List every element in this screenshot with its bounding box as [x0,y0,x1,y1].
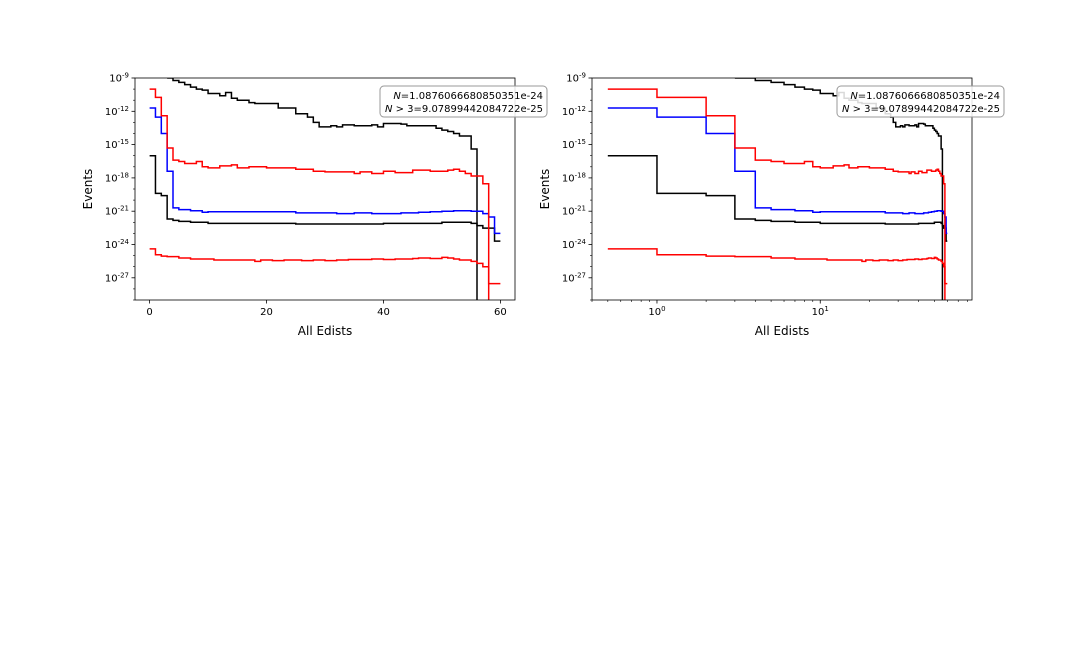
annotation-line-1: N=1.0876066680850351e-24 [850,91,1000,102]
x-tick-label: 100 [648,305,665,318]
x-axis-label: All Edists [298,324,352,338]
x-axis-label: All Edists [755,324,809,338]
y-tick-label: 10-21 [562,205,586,218]
left-linear-x-panel: 10-9 10-12 10-15 10-18 10-21 10-24 10-27 0 20 40 6… [81,72,548,338]
x-tick-label: 60 [494,307,507,318]
series-red-lower [607,248,948,285]
y-tick-label: 10-12 [562,105,586,118]
y-tick-label: 10-9 [109,72,129,85]
x-tick-label: 20 [260,307,273,318]
y-tick-label: 10-21 [105,205,129,218]
series-black-lower [149,154,501,242]
annotation-line-2: N > 3=9.07899442084722e-25 [385,104,543,115]
y-tick-label: 10-18 [562,171,586,184]
y-tick-label: 10-12 [105,105,129,118]
annotation-line-1: N=1.0876066680850351e-24 [393,91,543,102]
series-black-upper [167,78,478,300]
y-tick-label: 10-9 [566,72,586,85]
series-blue [149,107,501,235]
annotation-box [836,85,1005,118]
x-tick-label: 101 [812,305,829,318]
y-axis-label: Events [538,169,552,210]
y-tick-label: 10-15 [105,138,129,151]
series-red-upper [149,88,490,300]
series-black-lower [607,154,948,242]
y-tick-label: 10-18 [105,171,129,184]
annotation-box [379,85,548,118]
y-tick-label: 10-27 [105,271,129,284]
y-tick-label: 10-24 [562,238,587,251]
annotation-line-2: N > 3=9.07899442084722e-25 [842,104,1000,115]
x-tick-label: 0 [146,307,152,318]
series-red-lower [149,248,501,285]
right-log-x-panel: 10-9 10-12 10-15 10-18 10-21 10-24 10-27 100 101… [538,72,1005,338]
x-tick-label: 40 [377,307,390,318]
y-tick-label: 10-27 [562,271,586,284]
y-tick-label: 10-24 [105,238,130,251]
series-black-upper [734,78,944,300]
y-tick-label: 10-15 [562,138,586,151]
series-group [607,78,948,300]
series-group [149,78,501,300]
y-axis-label: Events [81,169,95,210]
series-red-upper [607,88,946,300]
series-blue [607,107,948,235]
